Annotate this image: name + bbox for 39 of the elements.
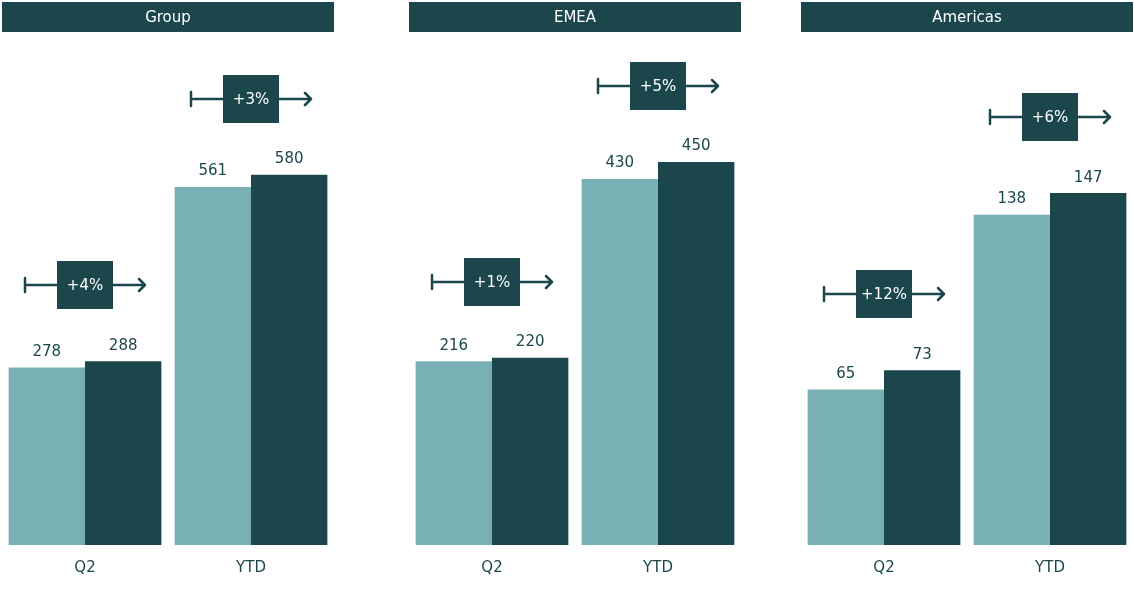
data-label: 65 — [836, 363, 856, 382]
bar — [581, 179, 658, 545]
bar — [251, 174, 328, 545]
x-tick-label: YTD — [642, 557, 673, 576]
data-label: 580 — [274, 149, 304, 168]
data-label: 288 — [108, 335, 138, 354]
x-tick-label: YTD — [1034, 557, 1065, 576]
data-label: 147 — [1073, 167, 1103, 186]
data-label: 216 — [439, 335, 469, 354]
data-label: 430 — [605, 153, 635, 172]
bar — [1050, 193, 1127, 545]
data-label: 220 — [515, 332, 545, 351]
text: +5% — [630, 62, 686, 110]
data-label: 450 — [681, 136, 711, 155]
data-label: 138 — [997, 189, 1027, 208]
chart-title: EMEA — [409, 2, 741, 32]
annotation: +12% — [856, 270, 912, 319]
annotation: +1% — [464, 257, 520, 306]
bar — [807, 389, 884, 545]
annotation: +4% — [57, 261, 113, 310]
data-label: 278 — [32, 341, 62, 360]
chart-title: Americas — [801, 2, 1133, 32]
x-tick-label: Q2 — [873, 557, 895, 576]
bar — [884, 370, 961, 545]
data-label: 561 — [198, 161, 228, 180]
bar — [174, 186, 251, 545]
x-tick-label: Q2 — [481, 557, 503, 576]
bar — [973, 214, 1050, 545]
bar — [415, 361, 492, 545]
bar — [85, 361, 162, 545]
text: +6% — [1022, 93, 1078, 142]
text: +3% — [223, 74, 279, 123]
data-label: 73 — [912, 344, 932, 363]
x-tick-label: YTD — [235, 557, 266, 576]
x-tick-label: Q2 — [74, 557, 96, 576]
chart-title: Group — [2, 2, 334, 32]
bar — [8, 367, 85, 545]
bar — [492, 357, 569, 545]
bar — [658, 162, 735, 545]
